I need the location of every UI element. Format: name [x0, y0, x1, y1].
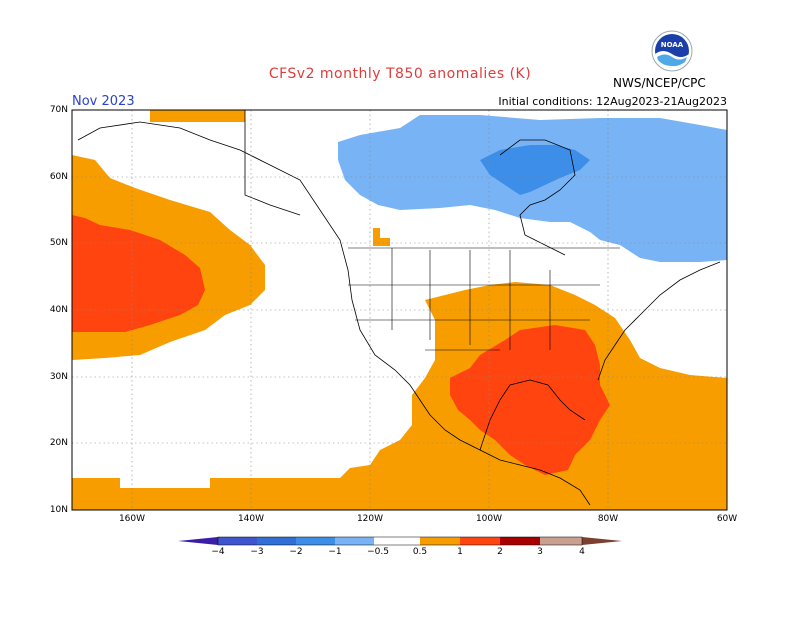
forecast-month: Nov 2023 — [72, 94, 135, 109]
anomaly-cold-hudson — [480, 145, 590, 195]
initial-conditions: Initial conditions: 12Aug2023-21Aug2023 — [498, 95, 727, 108]
lon-label: 60W — [716, 514, 738, 524]
lat-label: 40N — [49, 305, 68, 315]
anomaly-warm-north-strip — [150, 110, 245, 122]
lon-label: 160W — [118, 514, 146, 524]
noaa-logo: NOAA — [651, 30, 693, 72]
anomaly-hot-pacific — [72, 215, 205, 332]
lat-label: 30N — [49, 372, 68, 382]
lon-label: 80W — [597, 514, 619, 524]
colorbar-high-arrow — [582, 537, 622, 545]
coastline-north-america — [77, 121, 721, 506]
colorbar-label: 0.5 — [412, 547, 428, 557]
lat-label: 50N — [49, 238, 68, 248]
colorbar-bin-n3 — [257, 537, 296, 545]
colorbar-label: −1 — [328, 547, 342, 557]
anomaly-hot-gulf — [450, 325, 610, 475]
agency-label: NWS/NCEP/CPC — [613, 76, 706, 90]
colorbar-bin-p2 — [500, 537, 540, 545]
colorbar-label: 3 — [537, 547, 543, 557]
colorbar-bin-n4 — [218, 537, 257, 545]
colorbar — [178, 536, 622, 546]
lat-label: 10N — [49, 505, 68, 515]
colorbar-label: −3 — [250, 547, 264, 557]
noaa-logo-text: NOAA — [661, 41, 684, 49]
anomaly-warm-small — [373, 228, 390, 246]
lat-label: 60N — [49, 172, 68, 182]
coastline-hudson — [499, 139, 576, 256]
colorbar-bin-neutral — [374, 537, 420, 545]
colorbar-bin-n1 — [335, 537, 374, 545]
colorbar-label: 4 — [579, 547, 585, 557]
lat-label: 70N — [49, 105, 68, 115]
lon-label: 120W — [356, 514, 384, 524]
lon-label: 140W — [237, 514, 265, 524]
lon-label: 100W — [475, 514, 503, 524]
colorbar-bin-p05 — [420, 537, 460, 545]
map-frame — [71, 109, 728, 511]
colorbar-bin-p3 — [540, 537, 582, 545]
colorbar-frame — [217, 536, 583, 546]
colorbar-label: −0.5 — [367, 547, 389, 557]
colorbar-label: −4 — [211, 547, 225, 557]
colorbar-label: 1 — [457, 547, 463, 557]
colorbar-bin-p1 — [460, 537, 500, 545]
colorbar-low-arrow — [178, 537, 218, 545]
colorbar-bin-n2 — [296, 537, 335, 545]
map-title: CFSv2 monthly T850 anomalies (K) — [268, 66, 532, 82]
gridlines — [72, 110, 727, 510]
lat-label: 20N — [49, 438, 68, 448]
colorbar-label: −2 — [289, 547, 303, 557]
colorbar-label: 2 — [497, 547, 503, 557]
alaska-canada-border — [244, 110, 301, 216]
